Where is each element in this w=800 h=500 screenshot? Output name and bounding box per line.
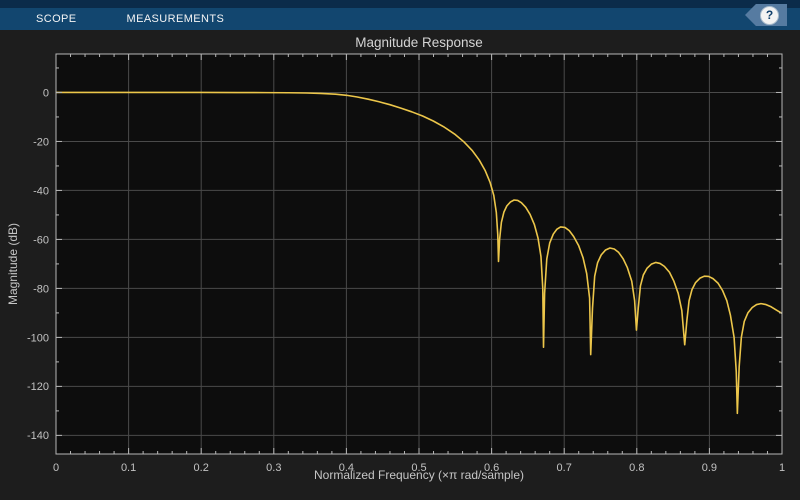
svg-text:-80: -80 bbox=[33, 283, 49, 295]
x-axis-label: Normalized Frequency (×π rad/sample) bbox=[313, 468, 525, 482]
svg-text:0.9: 0.9 bbox=[702, 462, 717, 474]
chart-title: Magnitude Response bbox=[355, 35, 483, 50]
svg-text:0.5: 0.5 bbox=[411, 462, 426, 474]
svg-text:-100: -100 bbox=[27, 332, 49, 344]
tab-measurements-label: MEASUREMENTS bbox=[126, 13, 225, 25]
figure-area: Magnitude Response 0 0.1 0.2 0.3 0.4 0.5 0.6 0.… bbox=[0, 30, 800, 500]
toolstrip: SCOPE MEASUREMENTS ? bbox=[0, 0, 800, 30]
tab-scope-label: SCOPE bbox=[36, 13, 77, 25]
svg-text:0.1: 0.1 bbox=[121, 462, 136, 474]
svg-text:0.7: 0.7 bbox=[557, 462, 572, 474]
svg-text:-40: -40 bbox=[33, 185, 49, 197]
toolstrip-tab-bar: SCOPE MEASUREMENTS bbox=[0, 8, 224, 30]
svg-text:-60: -60 bbox=[33, 234, 49, 246]
help-button[interactable]: ? bbox=[745, 4, 787, 26]
svg-text:0: 0 bbox=[53, 462, 59, 474]
svg-text:0.6: 0.6 bbox=[484, 462, 499, 474]
svg-text:-140: -140 bbox=[27, 430, 49, 442]
tab-measurements[interactable]: MEASUREMENTS bbox=[127, 8, 225, 30]
help-icon: ? bbox=[760, 5, 779, 25]
toolstrip-top-strip bbox=[0, 0, 800, 8]
svg-text:-20: -20 bbox=[33, 136, 49, 148]
svg-text:0.2: 0.2 bbox=[194, 462, 209, 474]
question-mark-glyph: ? bbox=[765, 7, 774, 22]
svg-text:-120: -120 bbox=[27, 381, 49, 393]
tab-scope[interactable]: SCOPE bbox=[36, 8, 77, 30]
svg-text:0: 0 bbox=[43, 87, 49, 99]
y-axis-label: Magnitude (dB) bbox=[6, 222, 20, 306]
svg-text:0.3: 0.3 bbox=[266, 462, 281, 474]
svg-text:1: 1 bbox=[779, 462, 785, 474]
magnitude-response-chart: 0 0.1 0.2 0.3 0.4 0.5 0.6 0.7 0.8 0.9 1 0 -20 -40 -60 -… bbox=[27, 53, 785, 474]
svg-text:0.4: 0.4 bbox=[339, 462, 354, 474]
svg-text:0.8: 0.8 bbox=[629, 462, 644, 474]
